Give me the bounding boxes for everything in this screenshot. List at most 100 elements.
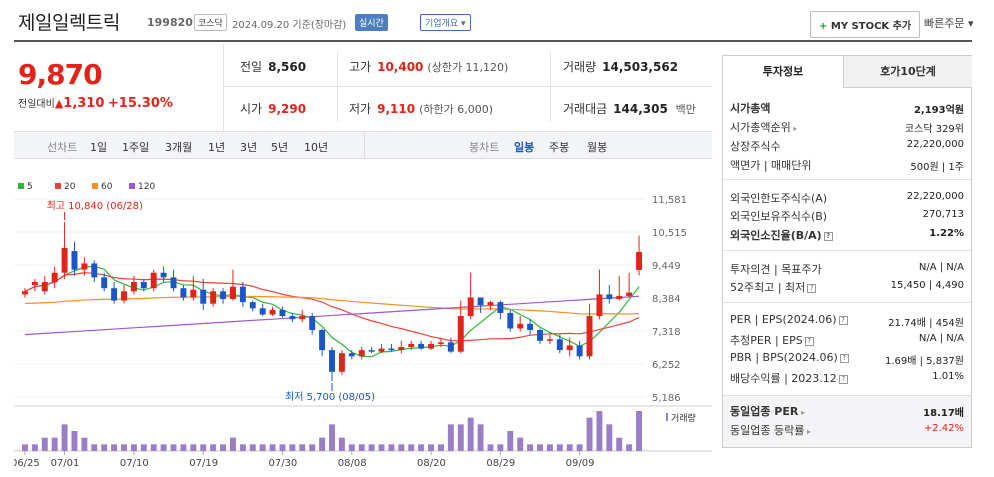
legend-label: 20 bbox=[64, 182, 76, 192]
period-1w[interactable]: 1주일 bbox=[122, 141, 150, 154]
tab-order-book[interactable]: 호가10단계 bbox=[844, 56, 972, 88]
candle-body bbox=[398, 347, 405, 351]
open-price: 시가 9,290 bbox=[240, 102, 307, 116]
realtime-button[interactable]: 실시간 bbox=[355, 14, 388, 31]
foreign-hold-value: 270,713 bbox=[922, 209, 964, 220]
x-tick-label: 07/01 bbox=[51, 458, 80, 468]
candle-body bbox=[507, 312, 514, 329]
divider bbox=[337, 52, 338, 122]
candle-body bbox=[259, 308, 266, 315]
legend-swatch bbox=[18, 183, 24, 189]
shares-label: 상장주식수 bbox=[730, 140, 781, 153]
price-chart: 11,581 10,515 9,449 8,384 7,318 6,252 5,186 5 20… bbox=[14, 175, 712, 468]
per-label: PER | EPS(2024.06)? bbox=[730, 313, 848, 326]
candle-body bbox=[299, 316, 306, 320]
candle-body bbox=[527, 323, 534, 330]
pbr-label: PBR | BPS(2024.06)? bbox=[730, 351, 849, 364]
volume-bar bbox=[239, 444, 246, 451]
volume: 거래량 14,503,562 bbox=[563, 60, 679, 74]
candle-body bbox=[457, 316, 464, 352]
company-overview-button[interactable]: 기업개요 ▾ bbox=[420, 14, 471, 31]
quick-order-button[interactable]: 빠른주문 ▾ bbox=[924, 17, 974, 30]
period-3m[interactable]: 3개월 bbox=[165, 141, 193, 154]
volume-bar bbox=[428, 444, 435, 451]
volume-bar bbox=[556, 444, 563, 451]
volume-bar bbox=[576, 444, 583, 451]
candle-daily[interactable]: 일봉 bbox=[514, 141, 535, 154]
volume-bar bbox=[596, 411, 603, 451]
prev-close: 전일 8,560 bbox=[240, 60, 307, 74]
info-icon: ? bbox=[804, 336, 814, 346]
candle-body bbox=[319, 329, 326, 351]
volume-bar bbox=[299, 444, 306, 451]
volume-bar bbox=[329, 424, 335, 451]
info-icon: ? bbox=[839, 353, 849, 363]
volume-label: 거래량 bbox=[671, 412, 696, 424]
volume-bar bbox=[527, 444, 534, 451]
plus-icon: + bbox=[819, 21, 828, 32]
candle-body bbox=[91, 263, 98, 278]
volume-bar bbox=[636, 411, 643, 451]
volume-bar bbox=[289, 444, 296, 451]
volume-bar bbox=[546, 444, 553, 451]
x-tick-label: 06/25 bbox=[14, 458, 40, 468]
period-5y[interactable]: 5년 bbox=[271, 141, 289, 154]
volume-bar bbox=[309, 444, 316, 451]
candle-monthly[interactable]: 월봉 bbox=[587, 141, 608, 154]
min-price-label: 최저 5,700 (08/05) bbox=[285, 391, 375, 403]
pbr-value: 1.69배 | 5,837원 bbox=[884, 356, 964, 367]
volume-bar bbox=[101, 444, 108, 451]
low-price: 저가 9,110 (하한가 6,000) bbox=[349, 102, 493, 116]
chart-bg bbox=[14, 175, 712, 468]
x-tick-label: 07/10 bbox=[120, 458, 149, 468]
dividend-value: 1.01% bbox=[932, 371, 964, 382]
candle-body bbox=[418, 343, 425, 349]
y-tick-label: 5,186 bbox=[652, 393, 681, 404]
volume-bar bbox=[21, 444, 28, 451]
legend-swatch bbox=[92, 183, 98, 189]
sector-per-value: 18.17배 bbox=[923, 408, 964, 419]
candle-body bbox=[338, 353, 345, 372]
ma120-line bbox=[24, 295, 640, 336]
stock-code: 199820 bbox=[147, 16, 193, 29]
shares-value: 22,220,000 bbox=[906, 139, 964, 150]
volume-bar bbox=[477, 424, 484, 451]
legend-swatch bbox=[129, 183, 135, 189]
volume-bar bbox=[408, 444, 415, 451]
est-per-label: 추정PER | EPS? bbox=[730, 332, 814, 348]
ma60-line bbox=[24, 295, 640, 315]
candle-body bbox=[200, 289, 207, 304]
candle-body bbox=[21, 291, 28, 295]
volume-bar bbox=[487, 444, 494, 451]
volume-bar bbox=[537, 444, 543, 451]
tab-investment-info[interactable]: 투자정보 bbox=[723, 56, 844, 88]
info-icon: ? bbox=[838, 374, 848, 384]
volume-bar bbox=[338, 437, 345, 451]
divider bbox=[223, 86, 712, 87]
volume-bar bbox=[51, 437, 58, 451]
candle-body bbox=[358, 350, 365, 357]
candle-body bbox=[606, 294, 613, 300]
period-1d[interactable]: 1일 bbox=[90, 141, 108, 154]
candle-body bbox=[329, 350, 335, 372]
par-value: 500원 | 1주 bbox=[910, 162, 964, 173]
period-10y[interactable]: 10년 bbox=[304, 141, 329, 154]
foreign-limit-value: 22,220,000 bbox=[906, 191, 964, 202]
candle-body bbox=[556, 339, 563, 351]
candle-weekly[interactable]: 주봉 bbox=[549, 141, 570, 154]
mystock-add-button[interactable]: + MY STOCK 추가 bbox=[810, 11, 921, 38]
candle-body bbox=[130, 282, 137, 292]
candle-body bbox=[140, 282, 147, 289]
mystock-label: MY STOCK 추가 bbox=[830, 21, 912, 32]
candle-body bbox=[160, 272, 167, 278]
candle-body bbox=[566, 345, 573, 351]
dividend-label: 배당수익률 | 2023.12? bbox=[730, 370, 848, 386]
candle-body bbox=[447, 342, 454, 352]
candle-body bbox=[576, 345, 583, 357]
volume-bar bbox=[140, 444, 147, 451]
x-tick-label: 08/08 bbox=[338, 458, 367, 468]
y-tick-label: 11,581 bbox=[652, 195, 687, 206]
period-3y[interactable]: 3년 bbox=[240, 141, 258, 154]
period-1y[interactable]: 1년 bbox=[208, 141, 226, 154]
info-icon: ? bbox=[807, 283, 817, 293]
